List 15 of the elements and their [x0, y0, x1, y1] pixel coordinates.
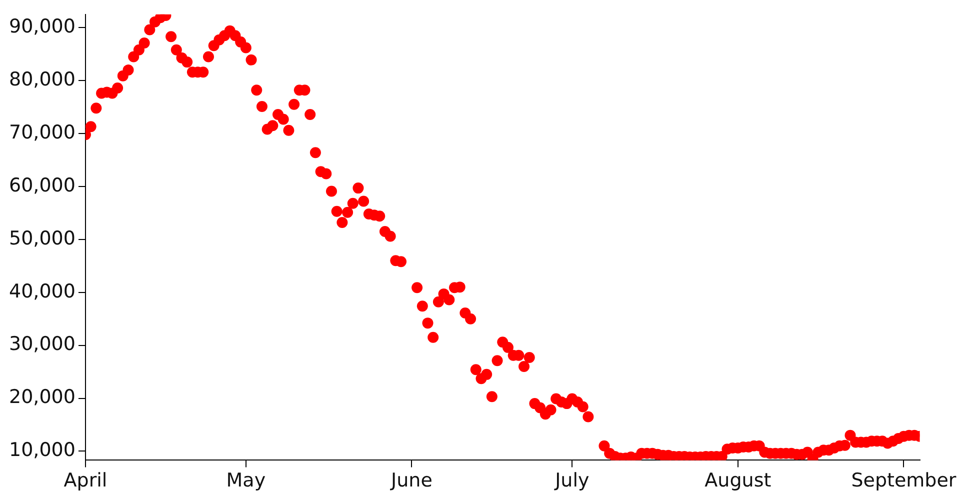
- y-tick-label: 80,000: [8, 68, 76, 91]
- x-tick-label: July: [554, 470, 590, 492]
- y-tick-label: 60,000: [8, 174, 76, 196]
- x-tick-label: September: [851, 470, 956, 492]
- y-tick-label: 50,000: [8, 227, 76, 250]
- x-tick-label: April: [64, 470, 108, 492]
- y-tick-label: 20,000: [8, 386, 76, 408]
- y-tick-label: 30,000: [8, 333, 76, 356]
- y-tick-label: 70,000: [8, 121, 76, 144]
- x-tick-label: August: [704, 470, 772, 492]
- y-tick-label: 90,000: [8, 16, 76, 38]
- y-tick-label: 40,000: [8, 280, 76, 302]
- x-tick-label: June: [390, 470, 432, 492]
- y-tick-label: 10,000: [8, 439, 76, 462]
- x-tick-label: May: [226, 470, 266, 492]
